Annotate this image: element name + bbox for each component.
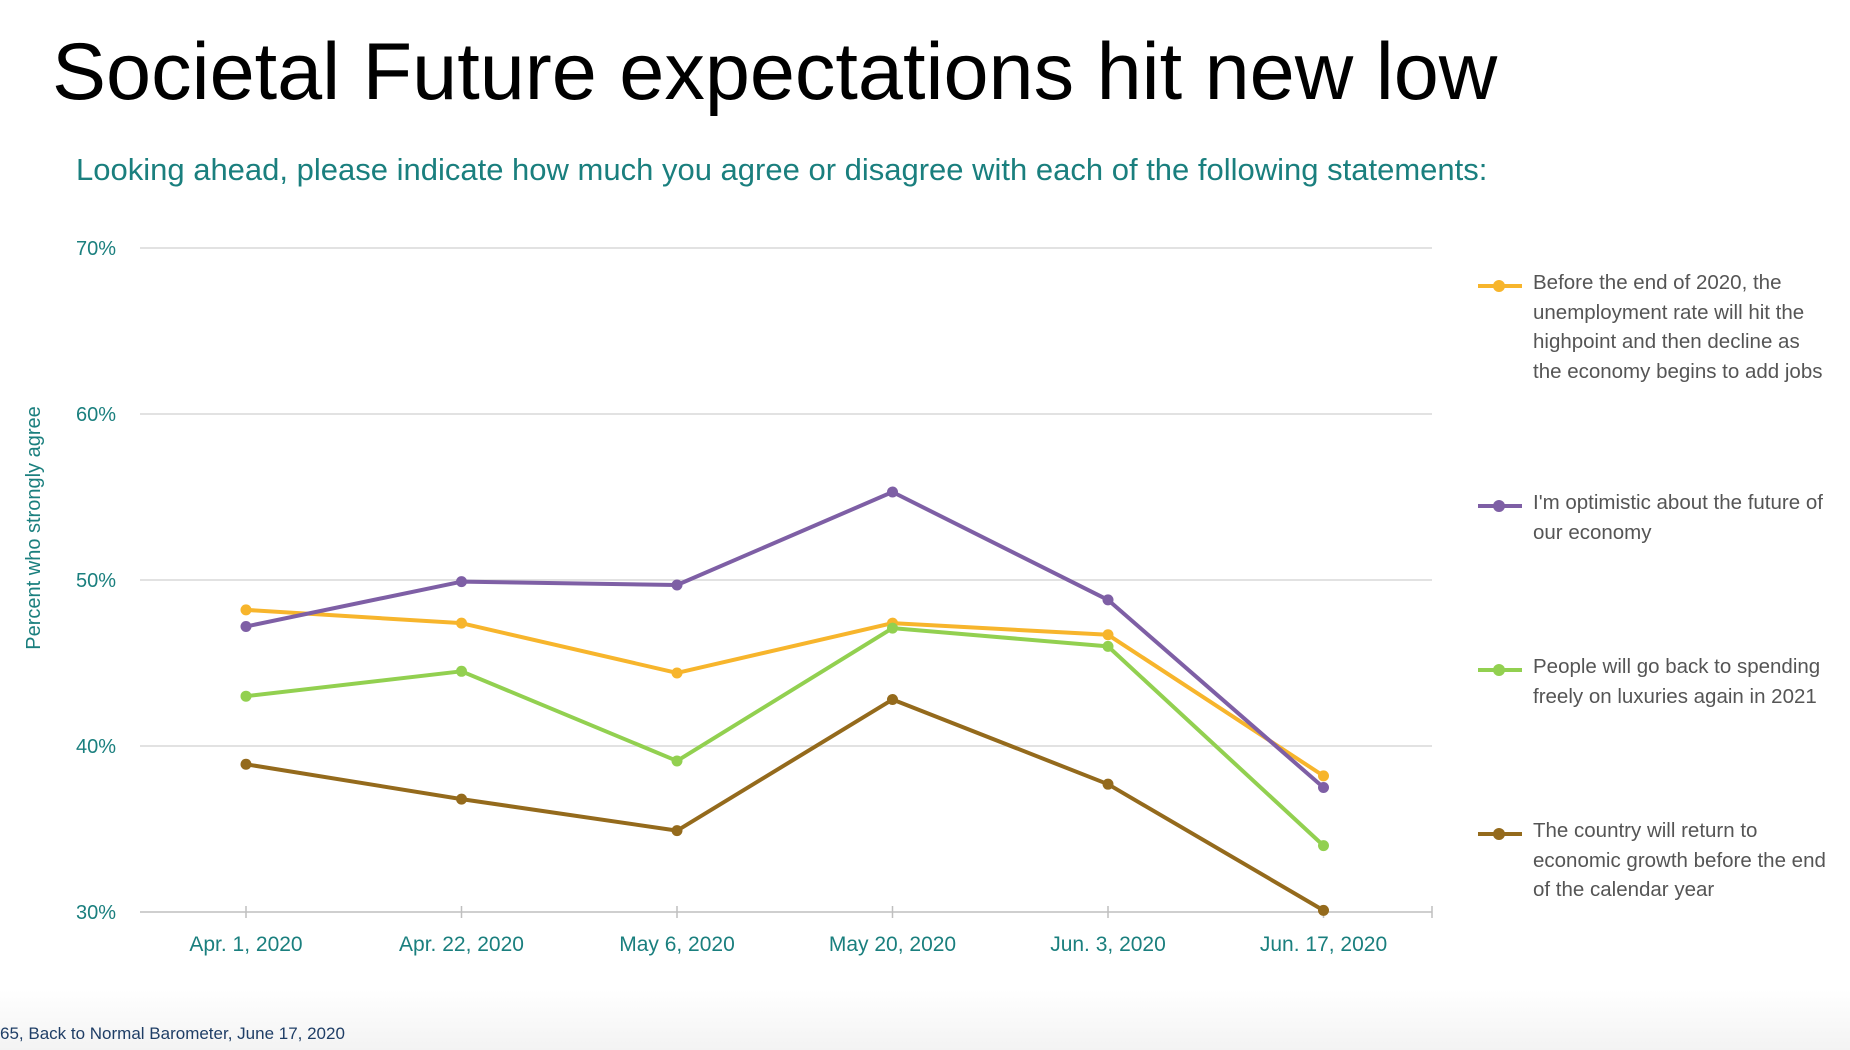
- x-tick-label: Jun. 3, 2020: [1050, 933, 1166, 956]
- y-tick-label: 60%: [76, 404, 116, 426]
- data-point: [456, 617, 467, 629]
- x-tick-label: May 20, 2020: [829, 933, 956, 956]
- slide-subtitle: Looking ahead, please indicate how much …: [76, 152, 1488, 187]
- legend-swatch-growth: [1478, 828, 1522, 840]
- legend-label-spending: People will go back to spending freely o…: [1533, 655, 1821, 708]
- data-point: [671, 825, 683, 837]
- slide-title: Societal Future expectations hit new low: [52, 27, 1498, 117]
- data-point: [240, 690, 252, 702]
- data-point: [887, 486, 898, 498]
- y-tick-label: 30%: [76, 902, 116, 924]
- data-point: [1318, 840, 1329, 852]
- legend-label-unemployment: Before the end of 2020, the unemployment…: [1533, 271, 1823, 383]
- data-point: [456, 793, 467, 805]
- legend-label-growth: The country will return to economic grow…: [1533, 819, 1826, 901]
- data-point: [671, 667, 683, 679]
- data-point: [1102, 594, 1114, 606]
- series-line-1: [244, 490, 1326, 790]
- data-point: [1102, 778, 1114, 790]
- y-tick-label: 50%: [76, 570, 116, 592]
- x-tick-label: Apr. 1, 2020: [189, 933, 302, 956]
- data-point: [1318, 782, 1329, 793]
- y-tick-label: 70%: [76, 238, 116, 260]
- data-point: [456, 665, 467, 677]
- data-point: [1318, 770, 1329, 782]
- data-point: [240, 758, 252, 770]
- data-point: [671, 579, 683, 591]
- footer-shade: [0, 990, 1850, 1050]
- x-tick-label: Apr. 22, 2020: [399, 933, 524, 956]
- y-tick-label: 40%: [76, 736, 116, 758]
- data-point: [671, 755, 683, 767]
- y-axis-title: Percent who strongly agree: [23, 406, 45, 649]
- x-tick-label: May 6, 2020: [619, 933, 735, 956]
- x-tick-label: Jun. 17, 2020: [1260, 933, 1387, 956]
- data-point: [887, 694, 898, 706]
- data-point: [456, 576, 467, 588]
- series-line-0: [244, 607, 1326, 778]
- slide-footer: 65, Back to Normal Barometer, June 17, 2…: [0, 1024, 345, 1043]
- data-point: [1102, 640, 1114, 652]
- legend-label-optimistic: I'm optimistic about the future of our e…: [1533, 491, 1823, 544]
- legend-swatch-spending: [1478, 664, 1522, 676]
- data-point: [240, 620, 252, 632]
- legend-swatch-optimistic: [1478, 500, 1522, 512]
- data-point: [887, 622, 898, 634]
- series-line-2: [244, 626, 1326, 848]
- series-line-3: [244, 697, 1326, 913]
- data-point: [240, 604, 252, 616]
- legend-swatch-unemployment: [1478, 280, 1522, 292]
- data-point: [1318, 904, 1329, 916]
- data-point: [1102, 629, 1114, 641]
